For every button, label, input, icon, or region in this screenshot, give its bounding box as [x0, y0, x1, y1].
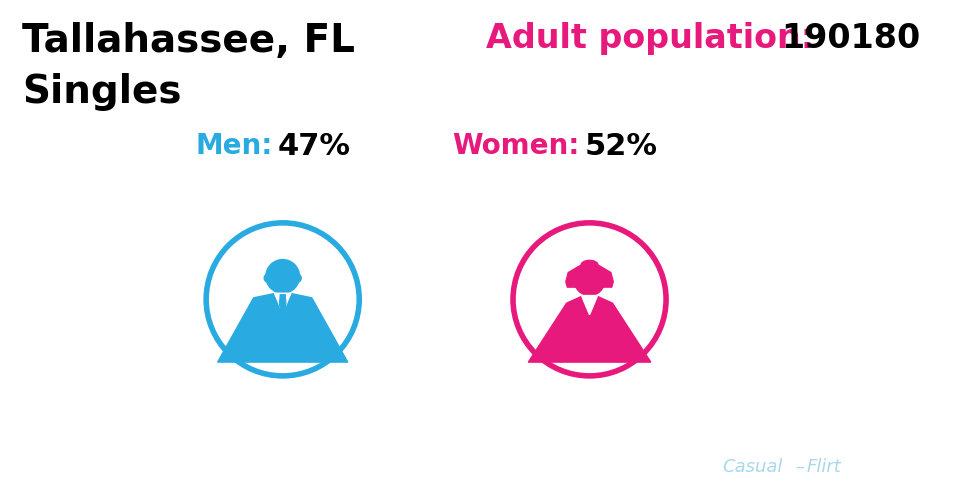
- Circle shape: [293, 275, 301, 283]
- Text: Adult population:: Adult population:: [486, 22, 814, 55]
- Text: –: –: [795, 457, 804, 475]
- Text: Singles: Singles: [22, 73, 181, 111]
- Polygon shape: [218, 294, 348, 362]
- Text: Women:: Women:: [452, 132, 580, 160]
- Circle shape: [264, 275, 273, 283]
- Polygon shape: [279, 295, 286, 325]
- Text: 190180: 190180: [781, 22, 921, 55]
- Text: Flirt: Flirt: [806, 457, 842, 475]
- Circle shape: [266, 260, 300, 294]
- Polygon shape: [528, 296, 651, 362]
- Text: Casual: Casual: [722, 457, 782, 475]
- Circle shape: [513, 223, 666, 376]
- Text: Tallahassee, FL: Tallahassee, FL: [22, 22, 355, 60]
- Polygon shape: [275, 294, 291, 314]
- Text: 52%: 52%: [585, 132, 658, 161]
- Text: Men:: Men:: [196, 132, 273, 160]
- Polygon shape: [582, 296, 597, 315]
- Circle shape: [206, 223, 359, 376]
- Text: 47%: 47%: [277, 132, 350, 161]
- Polygon shape: [565, 261, 613, 288]
- Circle shape: [574, 266, 605, 296]
